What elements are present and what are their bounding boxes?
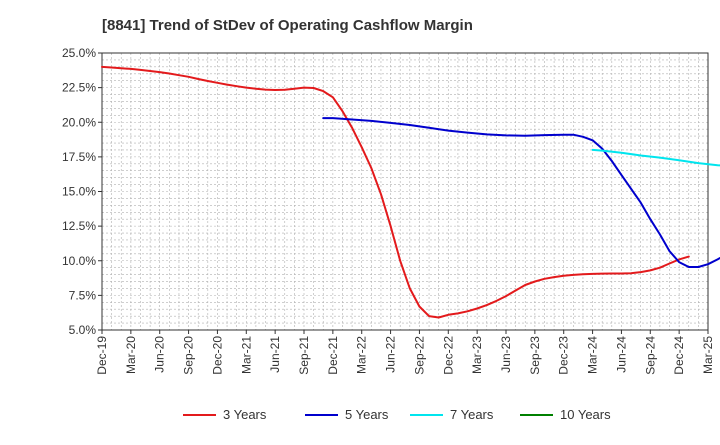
legend-label-10-years: 10 Years — [560, 407, 611, 422]
legend-label-7-years: 7 Years — [450, 407, 494, 422]
y-tick-label: 22.5% — [62, 81, 96, 95]
x-tick-label: Mar-21 — [239, 336, 253, 374]
series-line-7-years — [591, 148, 720, 167]
x-tick-label: Dec-20 — [210, 336, 224, 375]
series-line-5-years — [322, 117, 720, 268]
x-tick-label: Jun-24 — [614, 336, 628, 373]
x-tick-label: Mar-23 — [470, 336, 484, 374]
x-tick-label: Sep-21 — [297, 336, 311, 375]
x-tick-label: Dec-21 — [326, 336, 340, 375]
x-tick-label: Mar-24 — [586, 336, 600, 374]
x-tick-label: Jun-22 — [384, 336, 398, 373]
x-tick-label: Sep-22 — [412, 336, 426, 375]
series-line-3-years — [101, 65, 690, 319]
plot-frame — [101, 52, 709, 331]
x-tick-label: Sep-24 — [643, 336, 657, 375]
legend-label-3-years: 3 Years — [223, 407, 267, 422]
x-tick-label: Sep-20 — [182, 336, 196, 375]
y-tick-label: 7.5% — [69, 288, 97, 302]
plot-area: 5.0% 7.5% 10.0% 12.5% 15.0% 17.5% 20.0% 22.5% 25… — [62, 46, 720, 375]
x-tick-label: Mar-25 — [701, 336, 715, 374]
y-tick-label: 17.5% — [62, 150, 96, 164]
x-tick-label: Mar-22 — [355, 336, 369, 374]
y-tick-label: 5.0% — [69, 323, 97, 337]
legend-label-5-years: 5 Years — [345, 407, 389, 422]
y-tick-label: 12.5% — [62, 219, 96, 233]
x-tick-label: Dec-22 — [441, 336, 455, 375]
x-tick-label: Jun-20 — [153, 336, 167, 373]
x-tick-label: Mar-20 — [124, 336, 138, 374]
y-tick-label: 10.0% — [62, 254, 96, 268]
x-tick-label: Sep-23 — [528, 336, 542, 375]
y-tick-label: 25.0% — [62, 46, 96, 60]
x-tick-label: Dec-19 — [95, 336, 109, 375]
chart-title: [8841] Trend of StDev of Operating Cashf… — [102, 17, 473, 34]
x-tick-label: Jun-21 — [268, 336, 282, 373]
x-tick-label: Jun-23 — [499, 336, 513, 373]
x-tick-label: Dec-24 — [672, 336, 686, 375]
legend: 3 Years 5 Years 7 Years 10 Years — [183, 407, 611, 422]
y-tick-label: 15.0% — [62, 185, 96, 199]
y-tick-label: 20.0% — [62, 115, 96, 129]
x-tick-label: Dec-23 — [557, 336, 571, 375]
